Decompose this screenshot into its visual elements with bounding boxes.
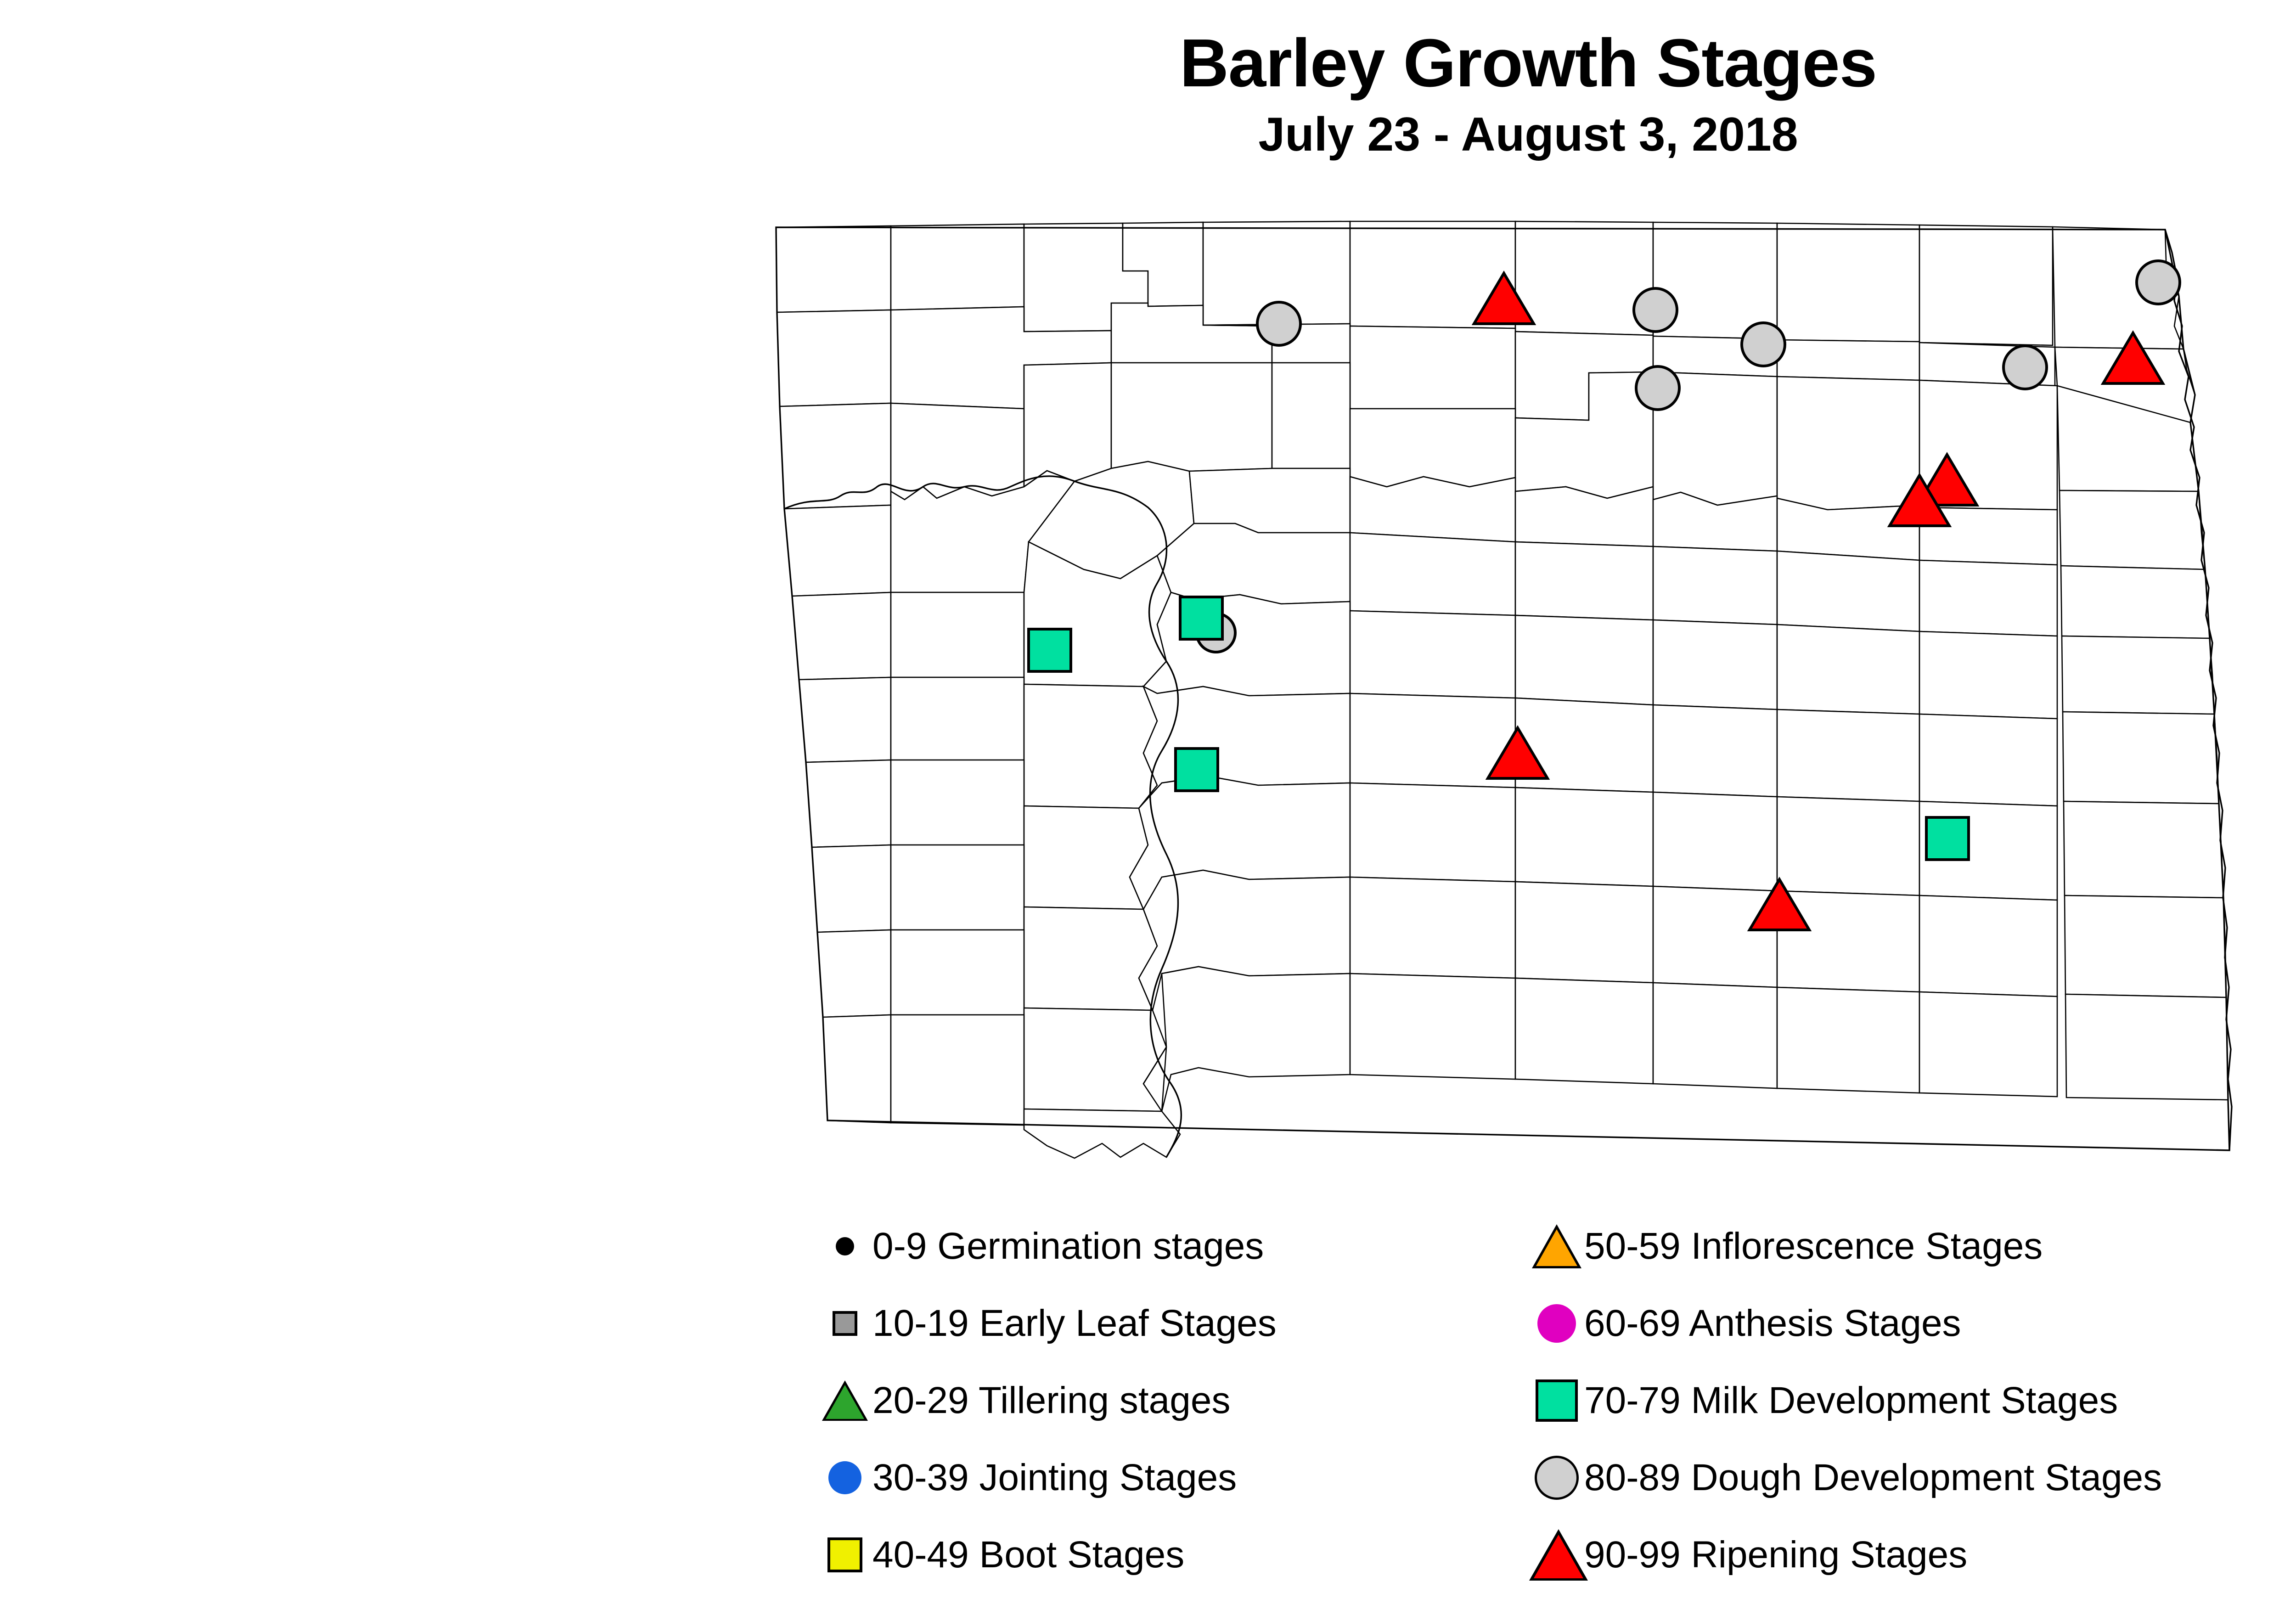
tillering-triangle-icon — [817, 1380, 872, 1421]
legend-column-right: 50-59 Inflorescence Stages 60-69 Anthesi… — [1529, 1208, 2296, 1593]
legend-item-early-leaf[interactable]: 10-19 Early Leaf Stages — [817, 1285, 1534, 1362]
marker-milk-3 — [1176, 749, 1218, 791]
germination-circle-icon — [817, 1237, 872, 1255]
legend-label-boot: 40-49 Boot Stages — [872, 1534, 1185, 1576]
legend: 0-9 Germination stages 10-19 Early Leaf … — [817, 1208, 2296, 1581]
ripening-triangle-icon — [1529, 1529, 1588, 1581]
marker-ripening-1 — [1474, 273, 1534, 324]
data-markers — [1029, 261, 2180, 930]
milk-square-icon — [1529, 1379, 1584, 1422]
legend-item-jointing[interactable]: 30-39 Jointing Stages — [817, 1439, 1534, 1516]
marker-ripening-5 — [1488, 728, 1548, 778]
legend-label-germination: 0-9 Germination stages — [872, 1225, 1264, 1267]
marker-ripening-6 — [1750, 879, 1809, 930]
marker-dough-3 — [1742, 323, 1785, 366]
title-block: Barley Growth Stages July 23 - August 3,… — [0, 28, 2296, 160]
legend-label-inflorescence: 50-59 Inflorescence Stages — [1584, 1225, 2043, 1267]
legend-item-ripening[interactable]: 90-99 Ripening Stages — [1529, 1516, 2296, 1593]
missouri-river — [784, 476, 1181, 1157]
legend-item-germination[interactable]: 0-9 Germination stages — [817, 1208, 1534, 1285]
marker-dough-4 — [2137, 261, 2180, 304]
legend-label-tillering: 20-29 Tillering stages — [872, 1379, 1231, 1421]
anthesis-circle-icon — [1529, 1304, 1584, 1343]
marker-ripening-2 — [2103, 333, 2163, 383]
jointing-circle-icon — [817, 1461, 872, 1494]
marker-milk-2 — [1029, 629, 1071, 671]
marker-milk-1 — [1180, 597, 1222, 639]
map-svg — [707, 211, 2296, 1203]
marker-ripening-3 — [1917, 455, 1977, 505]
legend-item-dough[interactable]: 80-89 Dough Development Stages — [1529, 1439, 2296, 1516]
marker-ripening-4 — [1890, 475, 1949, 526]
boot-square-icon — [817, 1537, 872, 1572]
legend-label-milk: 70-79 Milk Development Stages — [1584, 1379, 2118, 1421]
page-title: Barley Growth Stages — [1179, 25, 1877, 101]
inflorescence-triangle-icon — [1529, 1224, 1584, 1268]
legend-label-ripening: 90-99 Ripening Stages — [1584, 1534, 1968, 1576]
marker-dough-2 — [1634, 288, 1677, 332]
marker-dough-6 — [2003, 346, 2047, 389]
marker-milk-4 — [1926, 817, 1969, 860]
legend-item-inflorescence[interactable]: 50-59 Inflorescence Stages — [1529, 1208, 2296, 1285]
map-date-range: July 23 - August 3, 2018 — [1258, 108, 1798, 162]
legend-item-milk[interactable]: 70-79 Milk Development Stages — [1529, 1362, 2296, 1439]
legend-column-left: 0-9 Germination stages 10-19 Early Leaf … — [817, 1208, 1534, 1593]
legend-item-tillering[interactable]: 20-29 Tillering stages — [817, 1362, 1534, 1439]
state-outline — [776, 227, 2229, 1150]
marker-dough-5 — [1636, 366, 1679, 410]
legend-label-dough: 80-89 Dough Development Stages — [1584, 1457, 2162, 1498]
legend-item-anthesis[interactable]: 60-69 Anthesis Stages — [1529, 1285, 2296, 1362]
legend-item-boot[interactable]: 40-49 Boot Stages — [817, 1516, 1534, 1593]
dough-circle-icon — [1529, 1456, 1584, 1500]
north-dakota-county-map — [707, 211, 2296, 1203]
red-river-border — [2165, 230, 2232, 1150]
early-leaf-square-icon — [817, 1311, 872, 1336]
legend-label-early-leaf: 10-19 Early Leaf Stages — [872, 1302, 1277, 1344]
legend-label-anthesis: 60-69 Anthesis Stages — [1584, 1302, 1961, 1344]
marker-dough-1 — [1257, 302, 1300, 345]
legend-label-jointing: 30-39 Jointing Stages — [872, 1457, 1237, 1498]
